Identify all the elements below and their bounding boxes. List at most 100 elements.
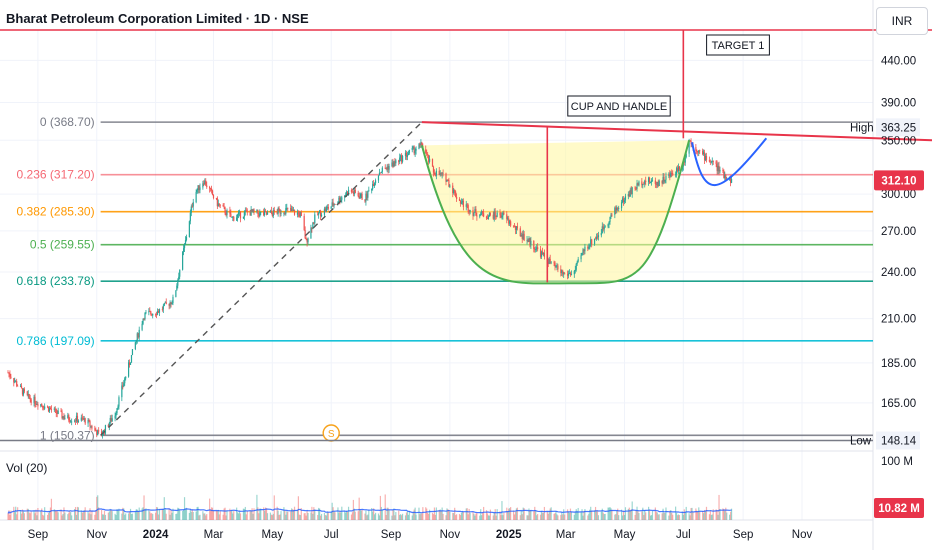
volume-bar [48, 510, 51, 520]
volume-bar [189, 509, 191, 520]
time-axis-label: 2025 [496, 529, 522, 541]
currency-button[interactable]: INR [876, 7, 928, 35]
volume-bar [175, 514, 177, 520]
volume-bar [523, 508, 525, 520]
volume-bar [520, 510, 522, 520]
volume-bar [341, 506, 343, 520]
candle-body [298, 213, 300, 217]
candle-body [489, 213, 491, 215]
volume-bar [708, 514, 710, 520]
candle-body [264, 210, 266, 216]
volume-bar [171, 512, 173, 520]
price-axis-tick: 440.00 [881, 55, 916, 67]
volume-bar [71, 515, 73, 520]
candle-body [259, 211, 261, 217]
candle-body [624, 196, 627, 201]
candle-body [104, 425, 107, 434]
candle-body [62, 416, 64, 419]
volume-bar [127, 513, 130, 520]
volume-bar [555, 510, 557, 520]
volume-bar [244, 506, 246, 520]
candle-body [486, 218, 489, 220]
candle-body [649, 182, 652, 184]
candle-body [501, 216, 503, 218]
candle-body [563, 273, 565, 275]
volume-bar [191, 509, 193, 520]
volume-bar [716, 509, 718, 520]
volume-bar [176, 513, 178, 520]
candle-body [603, 227, 605, 230]
candle-body [534, 248, 536, 250]
candle-body [374, 183, 376, 186]
candle-body [577, 259, 579, 262]
volume-bar [161, 508, 163, 520]
volume-bar [554, 513, 556, 520]
candle-body [387, 166, 389, 170]
volume-bar [170, 509, 172, 520]
volume-bar [73, 508, 76, 520]
candle-body [406, 154, 409, 157]
volume-bar [237, 512, 239, 520]
candle-body [283, 212, 285, 214]
candle-body [15, 381, 17, 382]
volume-bar [461, 511, 464, 520]
volume-bar [662, 508, 664, 520]
price-axis-tick: 185.00 [881, 358, 916, 370]
volume-bar [317, 514, 319, 520]
volume-bar [561, 511, 563, 520]
volume-bar [489, 509, 491, 520]
candle-body [644, 180, 646, 184]
volume-bar [339, 511, 341, 520]
volume-bar [345, 512, 347, 520]
candle-body [699, 150, 701, 152]
candle-body [584, 246, 586, 252]
volume-bar [469, 512, 471, 520]
candle-body [23, 389, 26, 392]
candle-body [185, 237, 188, 241]
candle-body [57, 410, 59, 414]
candle-body [573, 271, 575, 275]
candle-body [101, 434, 104, 437]
volume-bar [211, 507, 214, 520]
volume-bar [657, 514, 659, 520]
volume-bar [231, 510, 233, 520]
candle-body [690, 140, 692, 144]
candle-body [135, 339, 137, 343]
candle-body [109, 417, 111, 424]
volume-bar [115, 515, 117, 520]
candle-body [368, 190, 370, 192]
candle-body [670, 172, 672, 177]
candle-body [359, 196, 361, 199]
volume-bar [8, 510, 10, 520]
candle-body [560, 269, 562, 273]
volume-bar [399, 514, 401, 520]
candle-body [236, 217, 238, 221]
candle-body [583, 249, 585, 252]
volume-bar [300, 508, 302, 520]
candle-body [157, 311, 160, 313]
volume-bar [243, 508, 245, 520]
candle-body [197, 185, 199, 191]
volume-bar [145, 508, 147, 520]
candle-body [90, 425, 92, 427]
volume-bar [151, 513, 153, 520]
volume-bar [158, 509, 161, 520]
volume-indicator-label[interactable]: Vol (20) [6, 461, 48, 475]
candle-body [595, 236, 598, 239]
volume-bar [644, 509, 646, 520]
volume-bar [285, 514, 287, 520]
volume-bar [245, 514, 247, 520]
candle-body [273, 210, 275, 212]
volume-bar [152, 514, 154, 520]
candle-body [61, 411, 63, 419]
volume-bar [76, 506, 79, 520]
volume-bar [513, 514, 516, 520]
volume-bar [704, 511, 707, 520]
volume-bar [621, 515, 624, 520]
volume-bar [553, 513, 555, 520]
candle-body [427, 154, 429, 156]
candle-body [129, 362, 132, 365]
candle-body [190, 206, 192, 213]
volume-bar [157, 514, 160, 520]
